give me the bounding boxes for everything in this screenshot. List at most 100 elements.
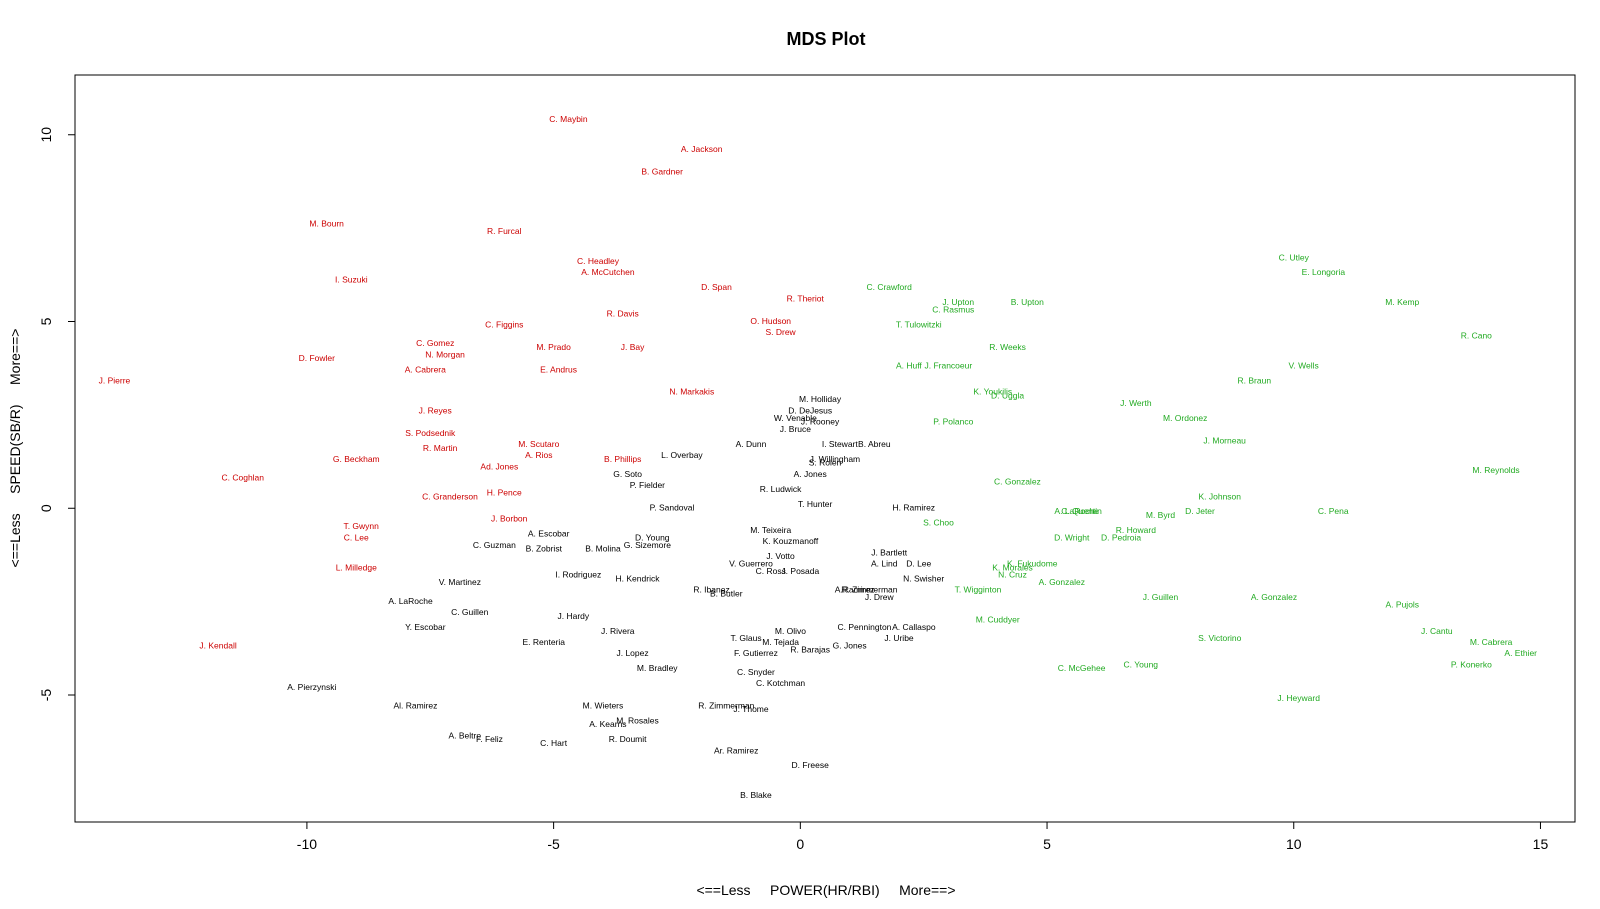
point-label: C. Young xyxy=(1124,659,1159,669)
point-label: H. Ramirez xyxy=(893,503,936,513)
point-label: J. Rooney xyxy=(801,417,840,427)
point-label: J. Kendall xyxy=(199,641,236,651)
point-label: S. Victorino xyxy=(1198,633,1242,643)
point-label: A. Pujols xyxy=(1386,600,1420,610)
point-label: G. Soto xyxy=(613,469,642,479)
plot-frame xyxy=(74,74,1576,823)
point-label: A. Huff xyxy=(896,361,922,371)
point-label: O. Hudson xyxy=(750,316,791,326)
point-label: C. Pena xyxy=(1318,506,1349,516)
point-label: K. Kouzmanoff xyxy=(763,536,819,546)
point-label: P. Fielder xyxy=(630,480,665,490)
point-label: D. Freese xyxy=(792,760,830,770)
point-label: M. Rosales xyxy=(616,715,659,725)
point-label: J. Votto xyxy=(766,551,795,561)
point-label: P. Konerko xyxy=(1451,659,1492,669)
point-label: D. Fowler xyxy=(299,353,336,363)
point-label: M. Scutaro xyxy=(518,439,559,449)
point-label: B. Phillips xyxy=(604,454,641,464)
point-label: M. Cabrera xyxy=(1470,637,1513,647)
x-tick-label: -5 xyxy=(547,836,560,852)
point-label: K. Fukudome xyxy=(1007,559,1058,569)
y-tick-label: 0 xyxy=(38,504,54,512)
point-label: D. DeJesus xyxy=(788,405,832,415)
point-label: Ar. Ramirez xyxy=(714,745,758,755)
x-tick-label: 0 xyxy=(796,836,804,852)
point-label: E. Longoria xyxy=(1302,267,1346,277)
point-label: J. Uribe xyxy=(884,633,914,643)
point-label: R. Barajas xyxy=(790,644,830,654)
point-label: N. Morgan xyxy=(425,349,465,359)
point-label: J. Bruce xyxy=(780,424,811,434)
point-label: A. Jackson xyxy=(681,144,723,154)
point-label: D. Span xyxy=(701,282,732,292)
point-label: Y. Escobar xyxy=(405,622,446,632)
point-label: A. Beltre xyxy=(448,730,481,740)
point-label: D. Jeter xyxy=(1185,506,1215,516)
y-axis: -5 0 5 10 xyxy=(38,127,75,701)
point-label: I. Rodriguez xyxy=(555,570,601,580)
point-label: R. Cano xyxy=(1461,331,1492,341)
point-label: S. Choo xyxy=(923,517,954,527)
point-label: H. Pence xyxy=(487,488,522,498)
point-label: J. Willingham xyxy=(810,454,861,464)
point-label: N. Cruz xyxy=(998,570,1027,580)
point-label: R. Zimmerman xyxy=(698,700,754,710)
point-label: J. Drew xyxy=(865,592,895,602)
point-label: M. Kemp xyxy=(1385,297,1419,307)
point-label: R. Weeks xyxy=(989,342,1026,352)
point-label: M. Teixeira xyxy=(750,525,791,535)
point-label: P. Sandoval xyxy=(650,503,695,513)
point-label: J. Posada xyxy=(781,566,819,576)
point-label: C. Rasmus xyxy=(932,305,974,315)
point-label: B. Butler xyxy=(710,588,743,598)
point-label: A. McCutchen xyxy=(581,267,635,277)
point-label: J. Francoeur xyxy=(924,361,972,371)
point-label: E. Renteria xyxy=(522,637,565,647)
point-label: M. Wieters xyxy=(583,700,624,710)
y-tick-label: -5 xyxy=(38,689,54,702)
x-tick-label: -10 xyxy=(297,836,317,852)
point-label: M. Olivo xyxy=(775,626,806,636)
point-label: M. Byrd xyxy=(1146,510,1176,520)
point-label: R. Theriot xyxy=(787,293,825,303)
point-label: J. Hardy xyxy=(558,611,590,621)
point-label: H. Kendrick xyxy=(616,573,661,583)
y-axis-label: <==Less SPEED(SB/R) More==> xyxy=(7,329,23,568)
x-tick-label: 10 xyxy=(1286,836,1302,852)
point-label: D. Uggla xyxy=(991,390,1024,400)
point-label: A. Jones xyxy=(794,469,827,479)
point-label: R. Zimmerman xyxy=(841,585,897,595)
point-label: C. Quentin xyxy=(1061,506,1102,516)
y-tick-label: 5 xyxy=(38,317,54,325)
point-label: B. Abreu xyxy=(858,439,891,449)
point-label: R. Furcal xyxy=(487,226,522,236)
point-label: J. Upton xyxy=(942,297,974,307)
x-axis: -10 -5 0 5 10 15 xyxy=(297,822,1548,852)
point-label: E. Andrus xyxy=(540,364,577,374)
point-label: R. Howard xyxy=(1116,525,1156,535)
point-label: B. Blake xyxy=(740,790,772,800)
point-label: A. Lind xyxy=(871,559,898,569)
point-label: C. Granderson xyxy=(422,491,478,501)
point-label: C. Hart xyxy=(540,738,568,748)
point-label: J. Bartlett xyxy=(871,547,908,557)
point-label: T. Wigginton xyxy=(955,585,1002,595)
point-label: C. Pennington xyxy=(838,622,892,632)
point-label: B. Upton xyxy=(1011,297,1044,307)
point-label: J. Bay xyxy=(621,342,645,352)
y-tick-label: 10 xyxy=(38,127,54,143)
point-label: C. Headley xyxy=(577,256,620,266)
point-label: R. Braun xyxy=(1238,376,1272,386)
point-label: A. Gonzalez xyxy=(1251,592,1297,602)
point-label: A. Ethier xyxy=(1504,648,1537,658)
point-label: F. Gutierrez xyxy=(734,648,778,658)
point-label: T. Tulowitzki xyxy=(896,319,942,329)
point-label: J. Morneau xyxy=(1203,435,1246,445)
point-label: A. LaRoche xyxy=(388,596,433,606)
point-label: A. LaRoche xyxy=(1054,506,1099,516)
point-label: J. Pierre xyxy=(99,376,131,386)
point-label: J. Lopez xyxy=(616,648,648,658)
point-label: J. Rivera xyxy=(601,626,635,636)
point-label: Ad. Jones xyxy=(480,461,518,471)
